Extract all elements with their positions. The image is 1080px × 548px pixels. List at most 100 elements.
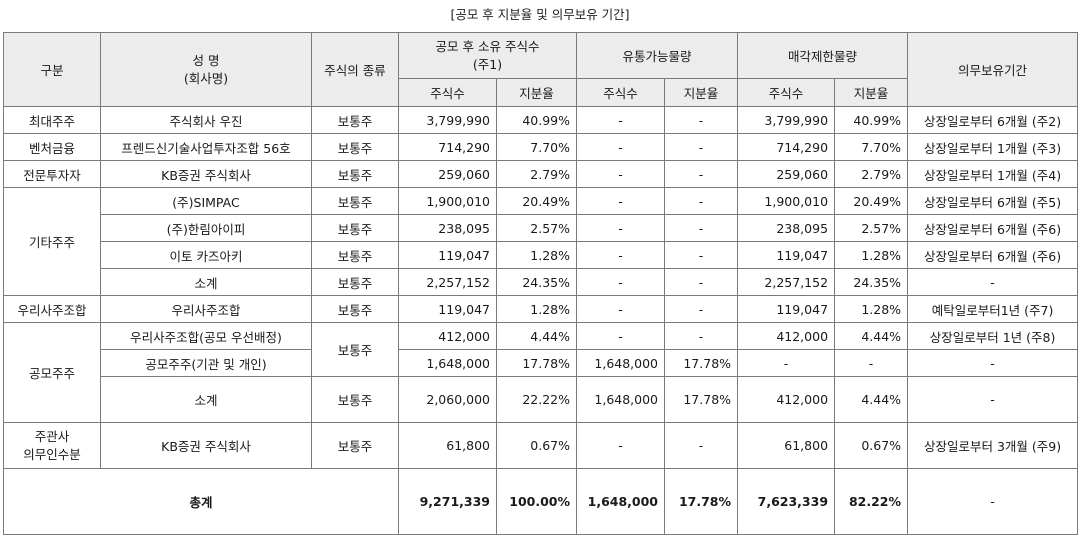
header-restricted-ratio: 지분율 [834,78,909,107]
tradable-shares-cell: - [576,187,666,215]
total-shares: 9,271,339 [398,468,497,535]
restricted-ratio-cell: 4.44% [834,322,909,350]
restricted-ratio-cell: 0.67% [834,422,909,469]
total-row: 총계 9,271,339 100.00% 1,648,000 17.78% 7,… [3,468,1079,535]
ratio-cell: 1.28% [495,241,578,269]
total-label: 총계 [3,468,399,535]
stock-type-cell: 보통주 [311,133,399,161]
name-cell: 이토 카즈아키 [100,241,312,269]
stock-type-cell: 보통주 [311,106,399,134]
table-row: 벤처금융 프렌드신기술사업투자조합 56호 보통주 714,290 7.70% … [3,133,1079,161]
name-cell: 주식회사 우진 [100,106,312,134]
name-cell: 우리사주조합 [100,295,312,323]
restricted-shares-cell: 1,900,010 [737,187,836,215]
shares-cell: 412,000 [398,322,497,350]
tradable-ratio-cell: - [664,268,739,296]
tradable-ratio-cell: - [664,322,739,350]
restricted-ratio-cell: 24.35% [834,268,909,296]
shares-cell: 1,900,010 [398,187,497,215]
header-tradable-shares: 주식수 [576,78,666,107]
category-cell: 주관사 의무인수분 [3,422,101,469]
stock-type-cell: 보통주 [311,187,399,215]
stock-type-cell: 보통주 [311,241,399,269]
header-name: 성 명 (회사명) [100,32,312,107]
header-tradable-ratio: 지분율 [664,78,739,107]
lockup-cell: 예탁일로부터1년 (주7) [907,295,1079,323]
tradable-shares-cell: - [576,133,666,161]
stock-type-cell: 보통주 [311,160,399,188]
lockup-cell: 상장일로부터 6개월 (주6) [907,214,1079,242]
total-tradable-shares: 1,648,000 [576,468,666,535]
lockup-cell: 상장일로부터 1개월 (주4) [907,160,1079,188]
lockup-cell: 상장일로부터 6개월 (주6) [907,241,1079,269]
header-post-ipo-line2: (주1) [472,56,503,72]
stock-type-cell: 보통주 [311,422,399,469]
header-name-line2: (회사명) [183,70,229,86]
tradable-ratio-cell: 17.78% [664,349,739,377]
lockup-cell: 상장일로부터 3개월 (주9) [907,422,1079,469]
header-post-ipo-line1: 공모 후 소유 주식수 [435,38,540,54]
total-restricted-ratio: 82.22% [834,468,909,535]
restricted-ratio-cell: 20.49% [834,187,909,215]
name-cell: 소계 [100,268,312,296]
table-row: 최대주주 주식회사 우진 보통주 3,799,990 40.99% - - 3,… [3,106,1079,134]
header-row-1: 구분 성 명 (회사명) 주식의 종류 공모 후 소유 주식수 (주1) 유통가… [3,32,1079,107]
header-ratio: 지분율 [495,78,578,107]
shares-cell: 714,290 [398,133,497,161]
header-lockup: 의무보유기간 [907,32,1079,107]
shares-cell: 2,257,152 [398,268,497,296]
name-cell: 공모주주(기관 및 개인) [100,349,312,377]
category-cell: 벤처금융 [3,133,101,161]
tradable-shares-cell: - [576,214,666,242]
ratio-cell: 7.70% [495,133,578,161]
lockup-cell: 상장일로부터 1년 (주8) [907,322,1079,350]
tradable-shares-cell: - [576,268,666,296]
category-line1: 주관사 [34,428,70,444]
tradable-shares-cell: 1,648,000 [576,349,666,377]
header-restricted: 매각제한물량 [737,32,909,79]
table-row: 공모주주 우리사주조합(공모 우선배정) 보통주 412,000 4.44% -… [3,322,1079,423]
tradable-ratio-cell: - [664,241,739,269]
stock-type-cell: 보통주 [311,214,399,242]
ratio-cell: 24.35% [495,268,578,296]
shares-cell: 259,060 [398,160,497,188]
shares-cell: 238,095 [398,214,497,242]
name-cell: 우리사주조합(공모 우선배정) [100,322,312,350]
category-cell: 공모주주 [3,322,101,423]
restricted-shares-cell: 714,290 [737,133,836,161]
tradable-ratio-cell: - [664,422,739,469]
header-row-2: 주식수 지분율 주식수 지분율 주식수 지분율 [4,78,1078,107]
restricted-shares-cell: 412,000 [737,376,836,423]
header-shares: 주식수 [398,78,497,107]
restricted-shares-cell: 3,799,990 [737,106,836,134]
lockup-cell: 상장일로부터 1개월 (주3) [907,133,1079,161]
table-row: 공모주주(기관 및 개인) 1,648,000 17.78% 1,648,000… [4,349,1079,377]
shares-cell: 61,800 [398,422,497,469]
total-tradable-ratio: 17.78% [664,468,739,535]
stock-type-cell: 보통주 [311,376,399,423]
shares-cell: 1,648,000 [398,349,497,377]
tradable-ratio-cell: - [664,106,739,134]
name-cell: 프렌드신기술사업투자조합 56호 [100,133,312,161]
restricted-shares-cell: 238,095 [737,214,836,242]
restricted-ratio-cell: 1.28% [834,295,909,323]
restricted-shares-cell: 259,060 [737,160,836,188]
ratio-cell: 1.28% [495,295,578,323]
shares-cell: 119,047 [398,241,497,269]
category-line2: 의무인수분 [23,446,81,462]
table-row: (주)한림아이피 보통주 238,095 2.57% - - 238,095 2… [4,214,1079,242]
restricted-ratio-cell: 2.57% [834,214,909,242]
table-row: 주관사 의무인수분 KB증권 주식회사 보통주 61,800 0.67% - -… [3,422,1079,469]
table-row: 소계 보통주 2,257,152 24.35% - - 2,257,152 24… [4,268,1079,296]
lockup-cell: - [907,268,1079,296]
ratio-cell: 2.57% [495,214,578,242]
restricted-ratio-cell: 40.99% [834,106,909,134]
ratio-cell: 2.79% [495,160,578,188]
restricted-ratio-cell: 2.79% [834,160,909,188]
shareholding-table: 구분 성 명 (회사명) 주식의 종류 공모 후 소유 주식수 (주1) 유통가… [3,32,1079,535]
tradable-ratio-cell: 17.78% [664,376,739,423]
category-cell: 기타주주 [3,187,101,296]
category-cell: 우리사주조합 [3,295,101,323]
tradable-ratio-cell: - [664,187,739,215]
tradable-shares-cell: - [576,322,666,350]
